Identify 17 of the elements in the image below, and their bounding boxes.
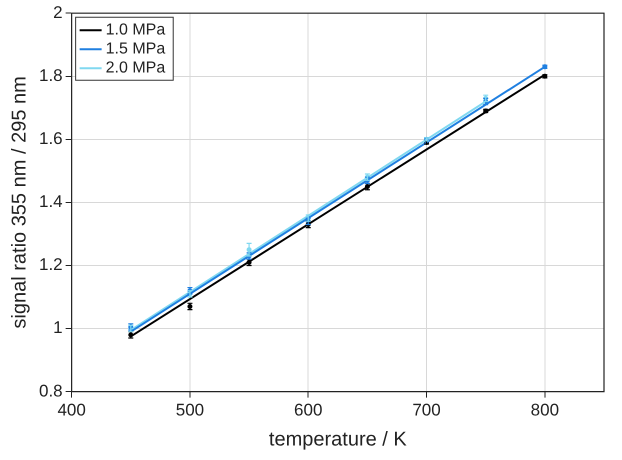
y-tick-label: 0.8 xyxy=(38,381,63,400)
y-tick-label: 1.6 xyxy=(38,129,63,148)
x-tick-label: 700 xyxy=(412,400,441,420)
x-tick-label: 600 xyxy=(294,400,322,420)
y-axis-title: signal ratio 355 nm / 295 nm xyxy=(8,76,31,329)
x-tick-label: 400 xyxy=(57,400,86,420)
y-tick-label: 1.4 xyxy=(38,192,63,212)
x-tick-label: 500 xyxy=(176,400,204,420)
y-tick-label: 1.8 xyxy=(38,66,63,85)
y-tick-label: 1.2 xyxy=(38,255,63,274)
y-tick-label: 1 xyxy=(53,318,63,338)
y-tick-label: 2 xyxy=(53,2,63,22)
legend-label: 1.0 MPa xyxy=(106,22,166,39)
x-axis-title: temperature / K xyxy=(268,428,408,451)
legend-label: 2.0 MPa xyxy=(106,60,166,77)
legend-label: 1.5 MPa xyxy=(106,40,166,58)
x-tick-label: 800 xyxy=(530,400,560,420)
